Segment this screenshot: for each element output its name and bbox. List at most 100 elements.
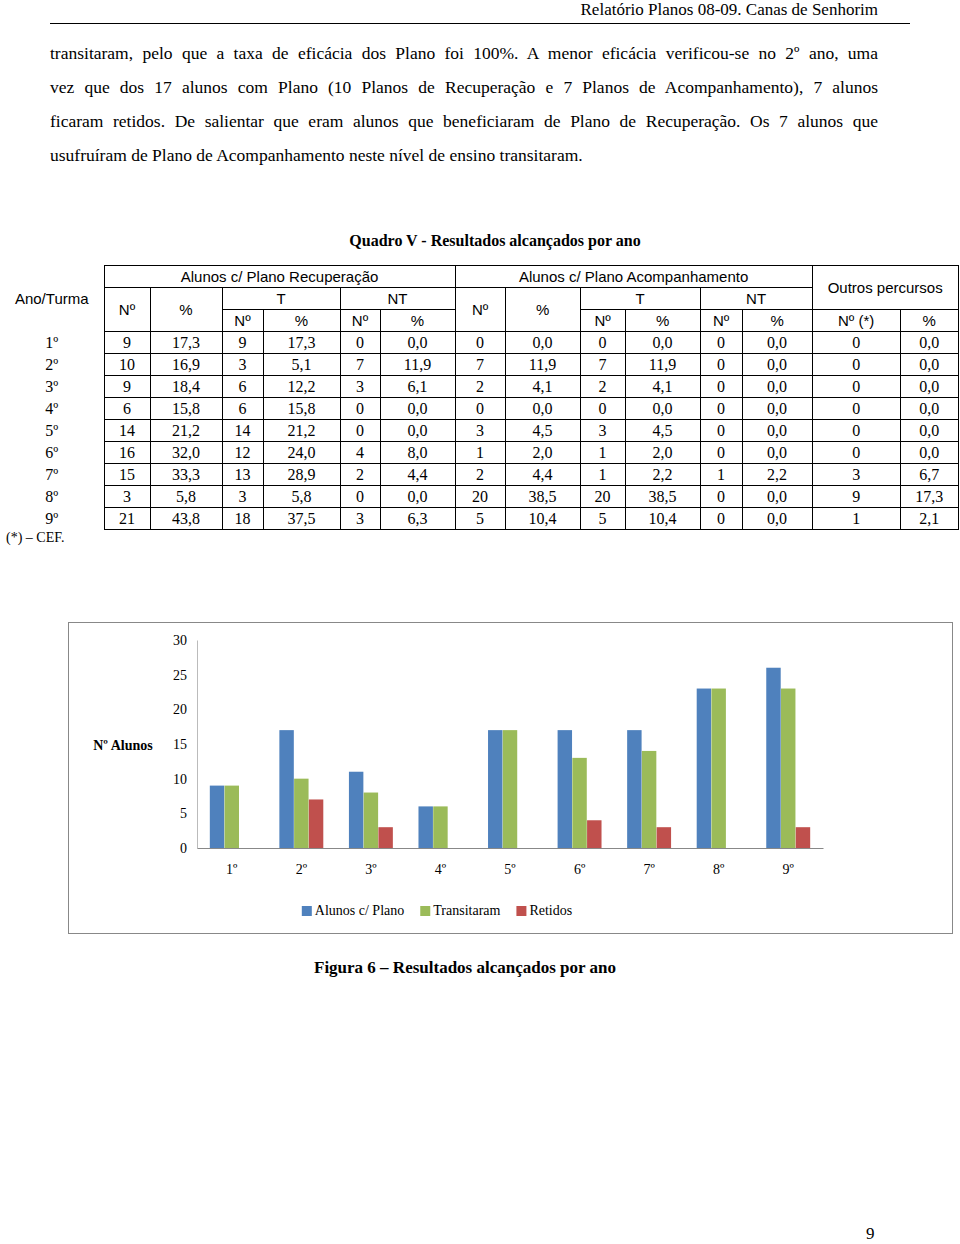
- table-cell: 1: [812, 508, 900, 530]
- bars: [210, 668, 810, 848]
- table-cell: 16,9: [150, 354, 222, 376]
- table-cell: 28,9: [263, 464, 340, 486]
- x-tick-label: 2º: [296, 862, 308, 877]
- chart-frame: [69, 623, 953, 934]
- header-rule: [50, 23, 910, 24]
- sub-header: T: [580, 288, 700, 310]
- row-label: 9º: [0, 508, 104, 530]
- table-cell: 0: [700, 354, 742, 376]
- sub-header: Nº: [455, 288, 505, 332]
- table-cell: 0,0: [742, 376, 812, 398]
- row-label: 3º: [0, 376, 104, 398]
- table-cell: 6,7: [900, 464, 958, 486]
- figure-caption: Figura 6 – Resultados alcançados por ano: [0, 958, 930, 978]
- bar: [726, 848, 740, 849]
- table-cell: 0,0: [380, 398, 455, 420]
- leaf-header: Nº: [222, 310, 263, 332]
- y-tick: 15: [173, 737, 197, 752]
- table-cell: 0: [340, 486, 380, 508]
- table-cell: 7: [340, 354, 380, 376]
- table-cell: 0: [812, 354, 900, 376]
- table-cell: 8,0: [380, 442, 455, 464]
- legend-label: Transitaram: [433, 903, 500, 918]
- bar: [239, 848, 253, 849]
- table-cell: 2: [340, 464, 380, 486]
- table-cell: 15,8: [263, 398, 340, 420]
- leaf-header: %: [900, 310, 958, 332]
- table-cell: 0: [812, 420, 900, 442]
- table-cell: 24,0: [263, 442, 340, 464]
- x-tick-label: 6º: [574, 862, 586, 877]
- table-cell: 3: [580, 420, 625, 442]
- table-cell: 1: [455, 442, 505, 464]
- table-cell: 21,2: [263, 420, 340, 442]
- x-tick: 3º: [365, 848, 377, 877]
- bar: [294, 779, 308, 848]
- legend-label: Alunos c/ Plano: [315, 903, 404, 918]
- table-cell: 9: [222, 332, 263, 354]
- table-cell: 0: [812, 376, 900, 398]
- y-axis: 051015202530: [173, 633, 198, 856]
- table-cell: 0,0: [742, 420, 812, 442]
- table-cell: 21,2: [150, 420, 222, 442]
- row-label: 1º: [0, 332, 104, 354]
- table-cell: 6: [104, 398, 150, 420]
- row-label: 4º: [0, 398, 104, 420]
- bar: [433, 806, 447, 848]
- row-header: Ano/Turma: [0, 266, 104, 332]
- y-tick-label: 25: [173, 668, 187, 683]
- table-cell: 0,0: [380, 332, 455, 354]
- table-cell: 0: [700, 420, 742, 442]
- table-cell: 10: [104, 354, 150, 376]
- x-tick-label: 9º: [783, 862, 795, 877]
- y-tick-label: 15: [173, 737, 187, 752]
- table-cell: 9: [812, 486, 900, 508]
- leaf-header: Nº (*): [812, 310, 900, 332]
- table-cell: 3: [340, 376, 380, 398]
- table-cell: 21: [104, 508, 150, 530]
- table-cell: 5,1: [263, 354, 340, 376]
- table-cell: 38,5: [505, 486, 580, 508]
- table-cell: 20: [580, 486, 625, 508]
- table-cell: 0,0: [742, 508, 812, 530]
- page-header: Relatório Planos 08-09. Canas de Senhori…: [581, 0, 878, 20]
- table-cell: 0,0: [505, 332, 580, 354]
- table-cell: 4,5: [625, 420, 700, 442]
- y-tick: 20: [173, 702, 197, 717]
- table-cell: 6: [222, 398, 263, 420]
- leaf-header: Nº: [700, 310, 742, 332]
- leaf-header: %: [263, 310, 340, 332]
- table-cell: 3: [455, 420, 505, 442]
- table-cell: 2,1: [900, 508, 958, 530]
- table-cell: 0: [812, 332, 900, 354]
- table-cell: 0: [700, 376, 742, 398]
- legend: Alunos c/ PlanoTransitaramRetidos: [302, 903, 572, 918]
- table-cell: 2,0: [625, 442, 700, 464]
- x-tick-label: 4º: [435, 862, 447, 877]
- bar: [766, 668, 780, 848]
- table-cell: 16: [104, 442, 150, 464]
- bar: [642, 751, 656, 848]
- chart-svg: 0510152025301º2º3º4º5º6º7º8º9ºNº AlunosA…: [0, 0, 960, 1244]
- table-cell: 17,3: [263, 332, 340, 354]
- table-cell: 2,2: [625, 464, 700, 486]
- bar: [309, 799, 323, 848]
- table-cell: 13: [222, 464, 263, 486]
- table-cell: 10,4: [625, 508, 700, 530]
- paragraph-line: transitaram, pelo que a taxa de eficácia…: [50, 36, 878, 70]
- table-cell: 12,2: [263, 376, 340, 398]
- table-cell: 17,3: [150, 332, 222, 354]
- sub-header: %: [150, 288, 222, 332]
- table-cell: 9: [104, 332, 150, 354]
- table-cell: 3: [222, 486, 263, 508]
- legend-item: Transitaram: [420, 903, 500, 918]
- leaf-header: Nº: [580, 310, 625, 332]
- table-cell: 0: [455, 398, 505, 420]
- group-header: Alunos c/ Plano Recuperação: [104, 266, 455, 288]
- table-cell: 0,0: [380, 420, 455, 442]
- table-cell: 17,3: [900, 486, 958, 508]
- table-cell: 3: [340, 508, 380, 530]
- table-footnote: (*) – CEF.: [6, 530, 64, 546]
- table-cell: 5,8: [263, 486, 340, 508]
- table-cell: 10,4: [505, 508, 580, 530]
